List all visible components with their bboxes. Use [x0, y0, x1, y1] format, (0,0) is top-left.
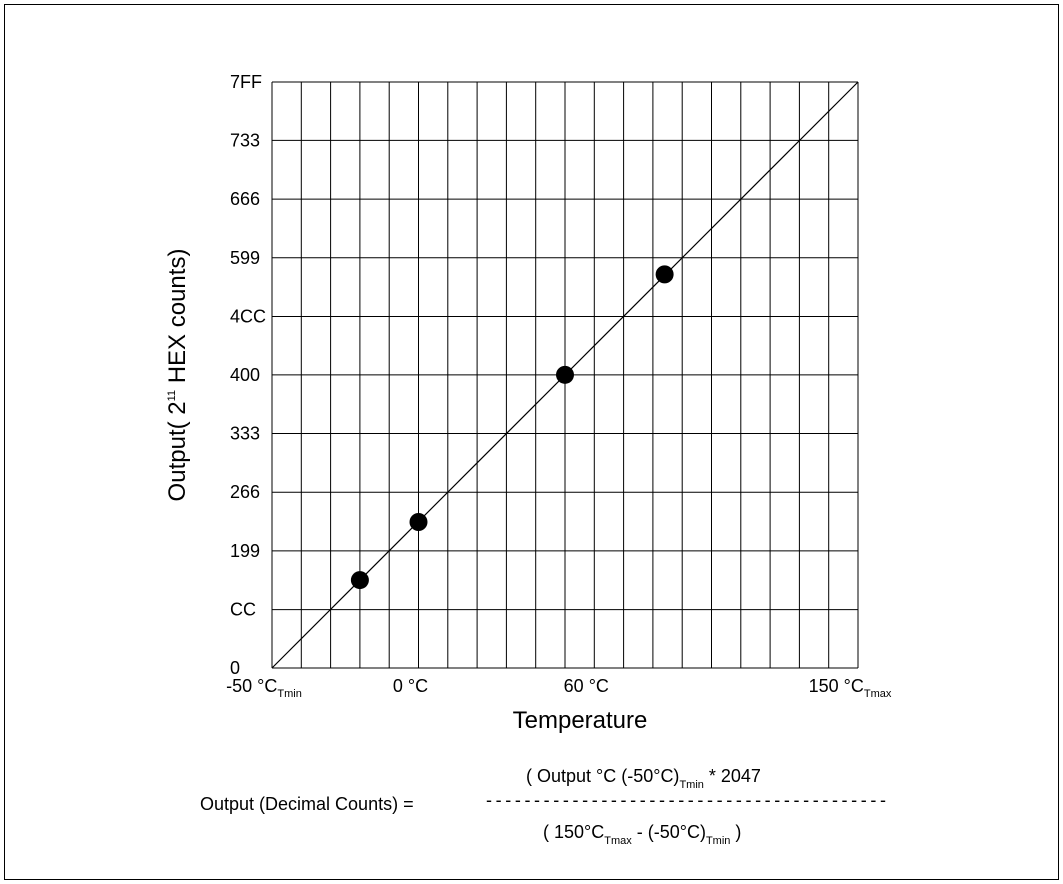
y-axis-title-part: HEX counts) [164, 249, 191, 390]
x-tick-label: 150 °CTmax [809, 676, 892, 700]
y-tick-label: 7FF [230, 72, 262, 92]
formula-lhs: Output (Decimal Counts) = [200, 794, 414, 814]
y-tick-label: 0 [230, 658, 240, 678]
y-axis-title-part: 11 [166, 390, 178, 401]
y-tick-label: 199 [230, 541, 260, 561]
x-axis-title: Temperature [513, 707, 648, 734]
data-point [350, 571, 369, 590]
y-tick-label: CC [230, 600, 256, 620]
y-tick-label: 599 [230, 248, 260, 268]
y-tick-label: 333 [230, 424, 260, 444]
formula-denominator: ( 150°CTmax - (-50°C)Tmin ) [543, 822, 741, 847]
x-tick-text: -50 °C [226, 676, 277, 696]
formula-part: ) [730, 822, 741, 842]
data-point [409, 513, 428, 532]
y-tick-label: 733 [230, 130, 260, 150]
formula-part: ( Output °C (-50°C) [526, 766, 679, 786]
y-axis-title: Output( 211 HEX counts) [164, 249, 191, 502]
x-tick-text: 0 °C [393, 676, 428, 696]
data-point [556, 365, 574, 384]
x-tick-text: 150 °C [809, 676, 864, 696]
formula-part: - (-50°C) [632, 822, 706, 842]
x-tick-subscript: Tmax [864, 688, 892, 700]
frame [4, 4, 1059, 880]
x-tick-text: 60 °C [564, 676, 609, 696]
y-tick-label: 400 [230, 365, 260, 385]
formula-part: * 2047 [704, 766, 761, 786]
y-tick-label: 266 [230, 482, 260, 502]
x-tick-subscript: Tmin [277, 688, 301, 700]
x-tick-label: 0 °C [393, 676, 428, 696]
formula-part: Tmax [604, 835, 632, 847]
formula-part: ( 150°C [543, 822, 604, 842]
formula-numerator: ( Output °C (-50°C)Tmin * 2047 [526, 766, 761, 791]
y-tick-label: 666 [230, 189, 260, 209]
y-axis-title-part: Output( 2 [164, 401, 191, 501]
formula-rule: ----------------------------------------… [486, 790, 886, 810]
formula-part: Tmin [679, 779, 703, 791]
x-tick-label: 60 °C [564, 676, 609, 696]
formula-part: Tmin [706, 835, 730, 847]
data-point [655, 265, 674, 284]
x-tick-label: -50 °CTmin [226, 676, 302, 700]
y-tick-label: 4CC [230, 306, 266, 326]
